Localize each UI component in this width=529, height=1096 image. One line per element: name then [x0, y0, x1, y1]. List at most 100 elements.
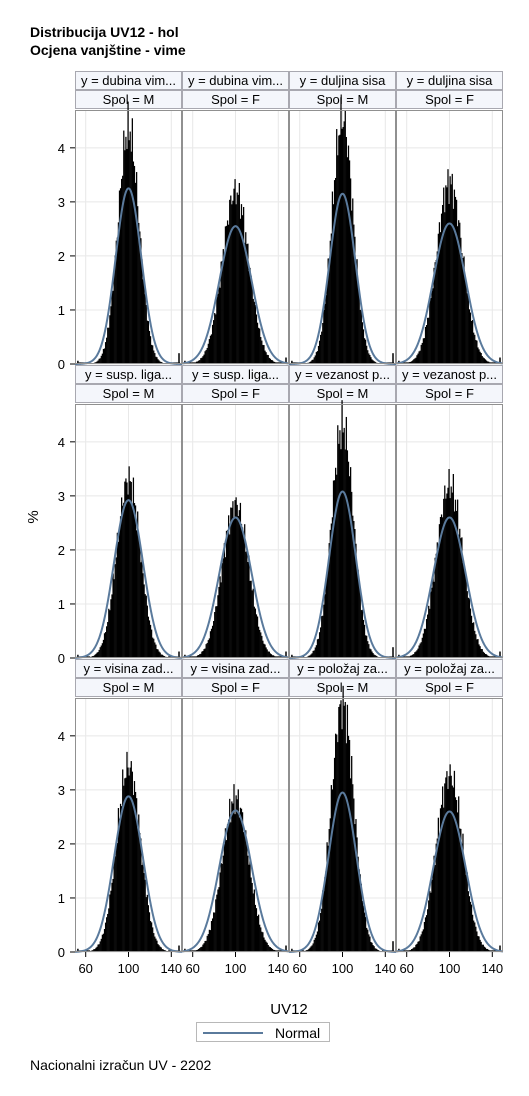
histogram-bar — [445, 185, 447, 364]
histogram-bar — [421, 342, 423, 364]
histogram-bar — [261, 635, 263, 658]
histogram-bar — [101, 934, 104, 952]
histogram-bar — [456, 812, 459, 952]
histogram-bar — [256, 916, 259, 952]
histogram-bar — [285, 357, 287, 364]
histogram-bar — [349, 467, 352, 658]
histogram-bar — [456, 226, 459, 364]
histogram-bar — [478, 936, 480, 952]
histogram-bar — [328, 258, 330, 364]
histogram-bar — [217, 293, 219, 364]
histogram-bar — [343, 705, 345, 952]
histogram-bar — [107, 913, 109, 952]
histogram-bar — [245, 232, 247, 364]
histogram-bar — [118, 818, 121, 952]
histogram-bar — [249, 580, 251, 658]
histogram-bar — [237, 515, 239, 658]
x-tick-label: 140 — [481, 961, 503, 976]
histogram-bar — [483, 652, 486, 658]
histogram-bar — [467, 891, 469, 952]
histogram-bar — [425, 915, 428, 952]
histogram-bar — [474, 334, 476, 364]
histogram-bar — [478, 349, 480, 364]
histogram-bar — [204, 940, 206, 952]
histogram-bar — [332, 480, 335, 658]
histogram-bar — [123, 502, 125, 658]
histogram-bar — [446, 493, 448, 658]
histogram-bar — [348, 476, 351, 658]
histogram-bar — [455, 510, 458, 658]
histogram-bar — [468, 896, 471, 952]
histogram-bar — [246, 244, 248, 364]
histogram-bar — [219, 872, 221, 952]
histogram-bar — [341, 729, 343, 952]
histogram-bar — [131, 118, 133, 365]
histogram-bar — [351, 756, 353, 952]
histogram-bar — [439, 808, 442, 952]
histogram-bar — [440, 213, 443, 364]
histogram-bar — [475, 926, 477, 952]
histogram-bar — [326, 842, 328, 952]
histogram-bar — [430, 298, 432, 364]
histogram-bar — [346, 157, 349, 364]
x-tick-label: 100 — [439, 961, 461, 976]
histogram-bar — [444, 212, 446, 364]
histogram-bar — [220, 582, 222, 658]
histogram-bar — [475, 634, 477, 658]
histogram-bar — [312, 650, 314, 658]
histogram-bar — [482, 651, 484, 658]
histogram-bar — [214, 912, 216, 952]
histogram-bar — [133, 503, 136, 658]
histogram-bar — [207, 343, 209, 364]
panel-header-y — [289, 365, 396, 384]
histogram-bar — [309, 361, 311, 364]
histogram-bar — [241, 215, 244, 364]
histogram-bar — [357, 281, 359, 364]
x-tick-label: 60 — [292, 961, 306, 976]
histogram-bar — [427, 909, 429, 952]
histogram-bar — [97, 360, 99, 364]
histogram-bar — [324, 594, 326, 658]
histogram-bar — [437, 233, 439, 364]
histogram-bar — [239, 502, 242, 658]
histogram-bar — [412, 948, 414, 952]
histogram-bar — [150, 629, 153, 658]
histogram-bar — [344, 701, 346, 952]
histogram-bar — [101, 353, 104, 364]
histogram-bar — [433, 581, 435, 658]
histogram-bar — [148, 912, 151, 952]
histogram-bar — [341, 400, 343, 658]
histogram-bar — [235, 204, 237, 364]
histogram-bar — [238, 510, 240, 658]
y-tick-label: 2 — [58, 249, 65, 264]
histogram-bar — [162, 949, 165, 952]
histogram-bar — [311, 653, 313, 658]
histogram-bar — [206, 347, 208, 364]
footnote: Nacionalni izračun UV - 2202 — [30, 1057, 212, 1073]
panel-header-y — [289, 659, 396, 678]
chart-title: Distribucija UV12 - hol — [30, 24, 179, 40]
histogram-bar — [211, 625, 214, 658]
histogram-bar — [100, 645, 102, 658]
histogram-bar — [366, 635, 368, 658]
histogram-bar — [448, 776, 450, 952]
panel-y-label: y = položaj za... — [297, 661, 388, 676]
histogram-bar — [315, 352, 318, 364]
histogram-bar — [451, 785, 453, 952]
histogram-bar — [309, 655, 311, 658]
histogram-bar — [321, 616, 323, 658]
histogram-bar — [223, 256, 225, 364]
panel-frame — [75, 404, 182, 658]
histogram-bar — [454, 499, 457, 658]
y-tick-label: 0 — [58, 651, 65, 666]
histogram-bar — [499, 357, 501, 364]
histogram-bar — [178, 353, 180, 364]
histogram-bar — [146, 320, 148, 364]
histogram-bar — [109, 610, 111, 658]
histogram-bar — [234, 814, 236, 952]
histogram-bar — [375, 948, 377, 952]
histogram-bar — [221, 863, 223, 952]
histogram-bar — [428, 317, 430, 364]
histogram-bar — [342, 685, 344, 952]
histogram-bar — [269, 358, 272, 364]
